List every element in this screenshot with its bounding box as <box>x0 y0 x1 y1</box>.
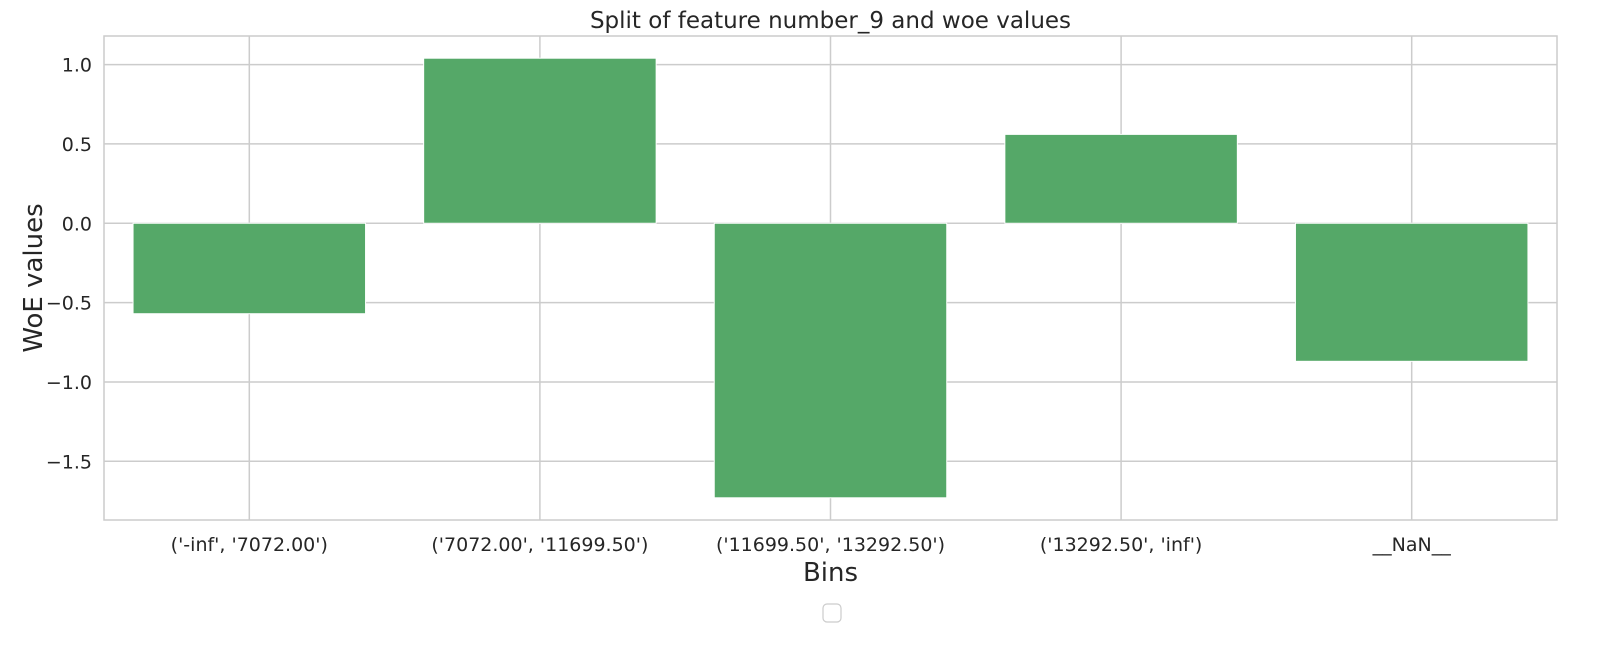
bar <box>1294 222 1529 362</box>
bar <box>1004 133 1238 224</box>
x-tick-label: ('7072.00', '11699.50') <box>431 534 648 556</box>
bar <box>132 222 367 315</box>
y-axis-title: WoE values <box>19 203 49 352</box>
x-tick-label: ('13292.50', 'inf') <box>1040 534 1202 556</box>
bar <box>713 222 948 499</box>
y-tick-labels: 1.0 0.5 0.0 −0.5 −1.0 −1.5 <box>46 55 92 474</box>
y-tick-label: 1.0 <box>62 55 92 77</box>
y-tick-label: −0.5 <box>46 293 92 315</box>
bar-layer <box>132 57 1529 499</box>
bar <box>423 57 657 224</box>
y-tick-label: 0.5 <box>62 134 92 156</box>
x-tick-labels: ('-inf', '7072.00') ('7072.00', '11699.50… <box>171 534 1452 556</box>
y-tick-label: −1.0 <box>46 372 92 394</box>
x-tick-label: ('-inf', '7072.00') <box>171 534 328 556</box>
chart-title: Split of feature number_9 and woe values <box>590 8 1071 34</box>
legend-box <box>822 603 842 623</box>
x-tick-label: ('11699.50', '13292.50') <box>716 534 945 556</box>
y-tick-label: −1.5 <box>46 451 92 473</box>
y-tick-label: 0.0 <box>62 213 92 235</box>
plot-frame <box>103 35 1558 521</box>
x-tick-label: __NaN__ <box>1372 534 1452 556</box>
x-axis-title: Bins <box>803 558 858 588</box>
